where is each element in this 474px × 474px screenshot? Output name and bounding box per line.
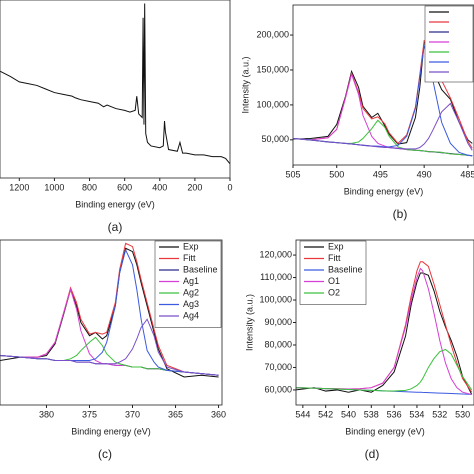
legend-label: Fitt [328, 253, 341, 263]
x-tick-label: 490 [417, 169, 432, 179]
x-tick-label: 200 [187, 182, 202, 192]
x-tick-label: 1000 [44, 182, 64, 192]
plot-frame [292, 4, 474, 166]
x-tick-label: 365 [168, 409, 183, 419]
x-tick-label: 530 [455, 409, 470, 419]
y-tick-label: 60,000 [264, 384, 292, 394]
x-axis-label: Binding energy (eV) [75, 199, 155, 209]
y-tick-label: 200,000 [256, 29, 289, 39]
plot-area [0, 242, 219, 378]
y-tick-label: 80,000 [264, 339, 292, 349]
panel-caption: (b) [393, 207, 408, 221]
panel-caption: (a) [108, 220, 123, 234]
series-line [293, 102, 473, 151]
x-tick-label: 505 [285, 169, 300, 179]
legend-label: Ag4 [183, 310, 199, 320]
x-tick-label: 800 [82, 182, 97, 192]
y-tick-label: 120,000 [259, 249, 292, 259]
y-tick-label: 70,000 [264, 362, 292, 372]
legend-box [424, 5, 474, 83]
legend-label: Fitt [183, 253, 196, 263]
x-tick-label: 540 [341, 409, 356, 419]
plot-area [296, 261, 473, 395]
x-tick-label: 600 [117, 182, 132, 192]
x-tick-label: 0 [227, 182, 232, 192]
series-line [293, 119, 473, 157]
x-tick-label: 360 [211, 409, 226, 419]
plot-frame [0, 0, 231, 179]
legend-label: Ag2 [183, 287, 199, 297]
legend-label: Baseline [328, 264, 363, 274]
legend-box [299, 240, 367, 305]
series-line [0, 318, 219, 376]
panel-caption: (d) [365, 447, 380, 461]
x-tick-label: 370 [125, 409, 140, 419]
y-tick-label: 110,000 [260, 272, 292, 282]
y-tick-label: 100,000 [259, 294, 292, 304]
y-axis-label: Intensity (a.u.) [240, 56, 250, 113]
plot-area [0, 3, 230, 165]
x-axis-label: Binding energy (eV) [344, 186, 424, 196]
x-tick-label: 1200 [9, 182, 29, 192]
legend-box [154, 240, 222, 328]
plot-frame [0, 239, 223, 406]
legend-label: O1 [328, 276, 340, 286]
x-tick-label: 380 [39, 409, 54, 419]
series-line [293, 72, 473, 157]
x-tick-label: 400 [152, 182, 167, 192]
x-axis-label: Binding energy (eV) [71, 426, 151, 436]
x-tick-label: 542 [318, 409, 333, 419]
x-tick-label: 536 [387, 409, 402, 419]
legend-label: Ag3 [183, 299, 199, 309]
plot-area [293, 39, 473, 157]
x-tick-label: 485 [460, 169, 474, 179]
legend-label: Baseline [183, 264, 218, 274]
x-tick-label: 495 [373, 169, 388, 179]
series-line [293, 41, 473, 145]
y-tick-label: 50,000 [261, 134, 289, 144]
panel-caption: (c) [98, 447, 112, 461]
legend-label: O2 [328, 287, 340, 297]
legend-label: Exp [183, 241, 199, 251]
x-tick-label: 538 [364, 409, 379, 419]
series-line [296, 348, 473, 392]
x-axis-label: Binding energy (eV) [345, 426, 425, 436]
y-tick-label: 100,000 [256, 99, 289, 109]
y-axis-label: Intensity (a.u.) [244, 294, 254, 351]
y-tick-label: 90,000 [264, 317, 292, 327]
x-tick-label: 532 [432, 409, 447, 419]
x-tick-label: 544 [295, 409, 310, 419]
series-line [0, 336, 219, 376]
series-line [0, 3, 230, 165]
x-tick-label: 500 [329, 169, 344, 179]
x-tick-label: 534 [409, 409, 424, 419]
legend-label: Exp [328, 241, 344, 251]
x-tick-label: 375 [82, 409, 97, 419]
legend-label: Ag1 [183, 276, 199, 286]
y-tick-label: 150,000 [256, 64, 289, 74]
